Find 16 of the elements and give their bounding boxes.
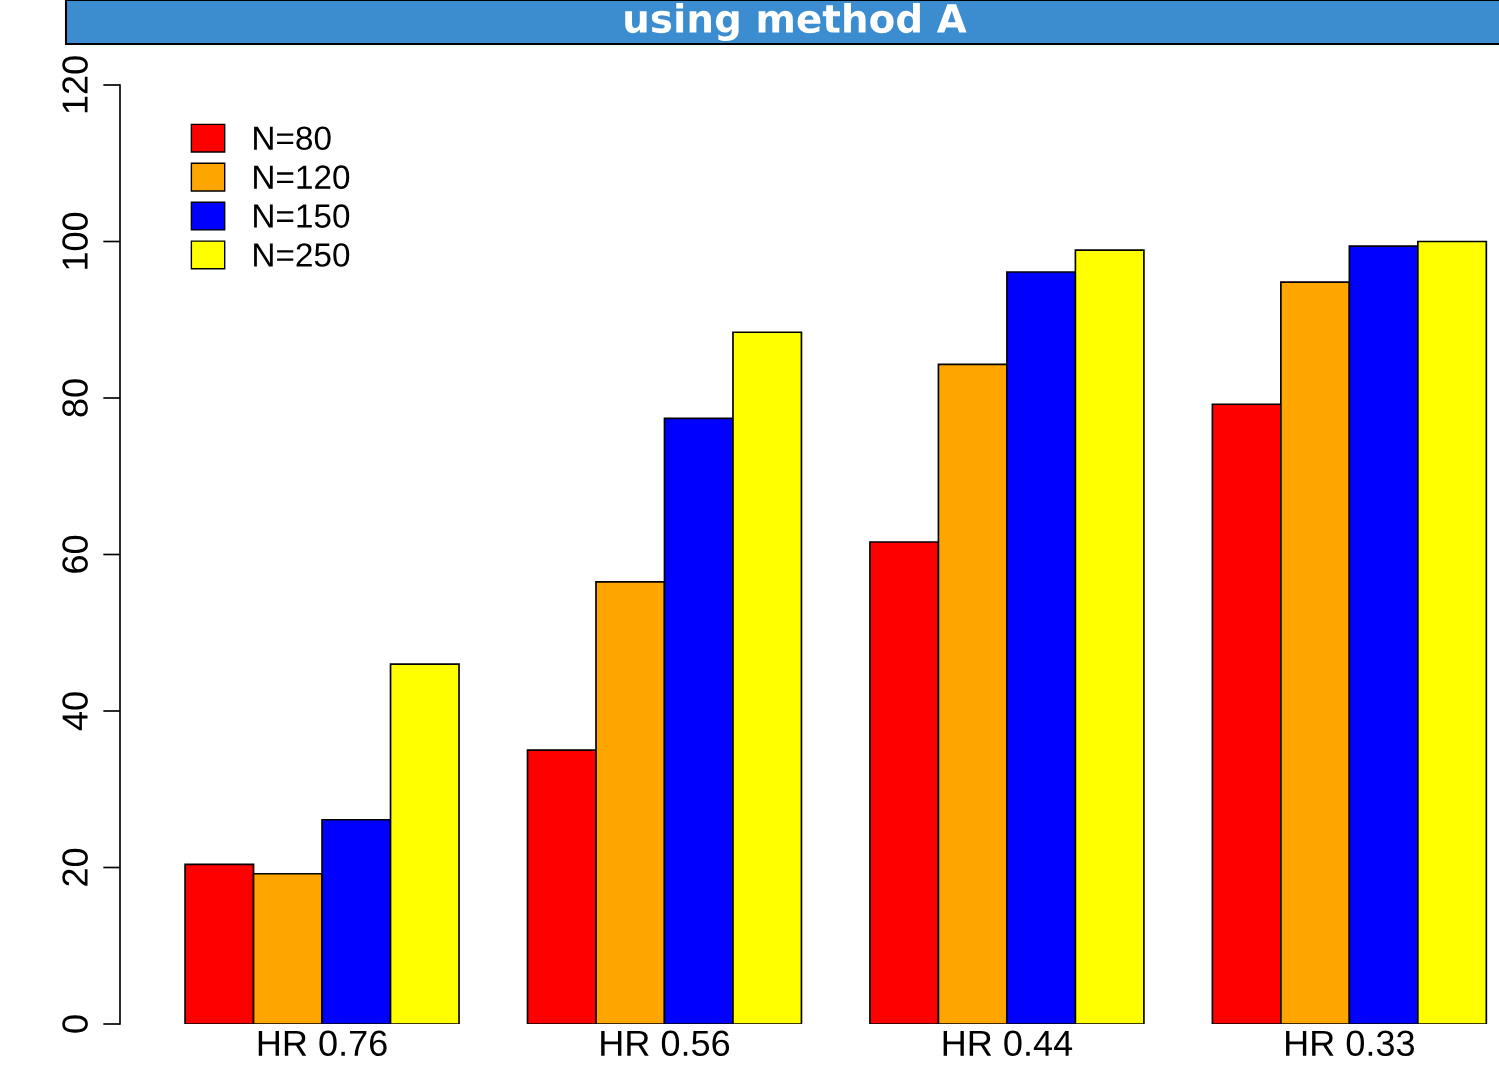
chart-title: using method A — [625, 3, 967, 41]
legend-label: N=120 — [254, 165, 350, 189]
legend-label: N=80 — [254, 126, 331, 151]
y-tick-label: 120 — [62, 56, 88, 113]
x-tick-label: HR 0.76 — [258, 1030, 387, 1057]
legend-label: N=150 — [254, 204, 350, 228]
y-tick-label: 0 — [62, 1015, 88, 1033]
x-tick-label: HR 0.56 — [601, 1030, 730, 1057]
x-tick-label: HR 0.33 — [1286, 1030, 1415, 1057]
x-tick-label: HR 0.44 — [943, 1030, 1073, 1057]
legend-label: N=250 — [254, 243, 350, 267]
y-tick-label: 60 — [62, 535, 88, 573]
y-tick-label: 80 — [62, 379, 88, 417]
y-tick-label: 100 — [62, 212, 88, 269]
y-tick-label: 20 — [62, 848, 88, 886]
y-tick-label: 40 — [62, 692, 88, 731]
